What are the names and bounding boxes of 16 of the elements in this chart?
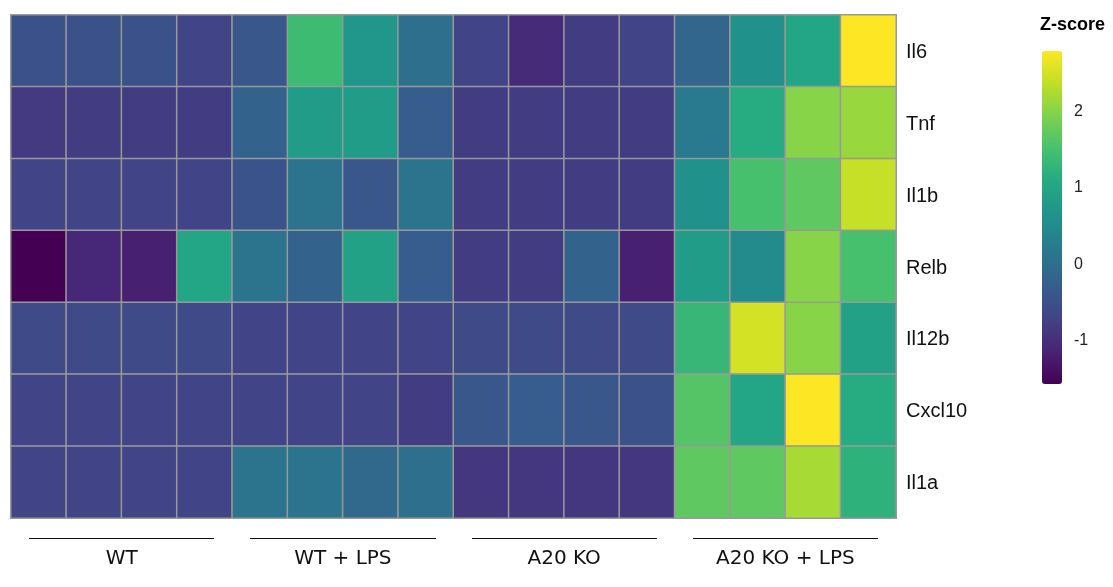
color-bar-label: 0 bbox=[1074, 254, 1083, 272]
y-tick-label: Il6 bbox=[906, 39, 928, 62]
y-tick-label: Relb bbox=[906, 255, 948, 278]
text: WT bbox=[104, 545, 139, 569]
color-bar-title: Z-score bbox=[1039, 14, 1105, 34]
text: A20 KO bbox=[526, 545, 602, 569]
y-tick-label: Il1a bbox=[906, 471, 940, 494]
y-tick-label: Il12b bbox=[906, 327, 950, 350]
color-bar-label: -1 bbox=[1074, 331, 1089, 349]
y-tick-label: Il1b bbox=[906, 183, 939, 206]
color-bar-label: 2 bbox=[1074, 102, 1083, 120]
text: A20 KO + LPS bbox=[715, 545, 856, 569]
text: WT + LPS bbox=[293, 545, 393, 569]
y-tick-label: Tnf bbox=[906, 111, 936, 134]
color-bar-label: 1 bbox=[1074, 178, 1083, 196]
y-tick-label: Cxcl10 bbox=[906, 399, 968, 422]
